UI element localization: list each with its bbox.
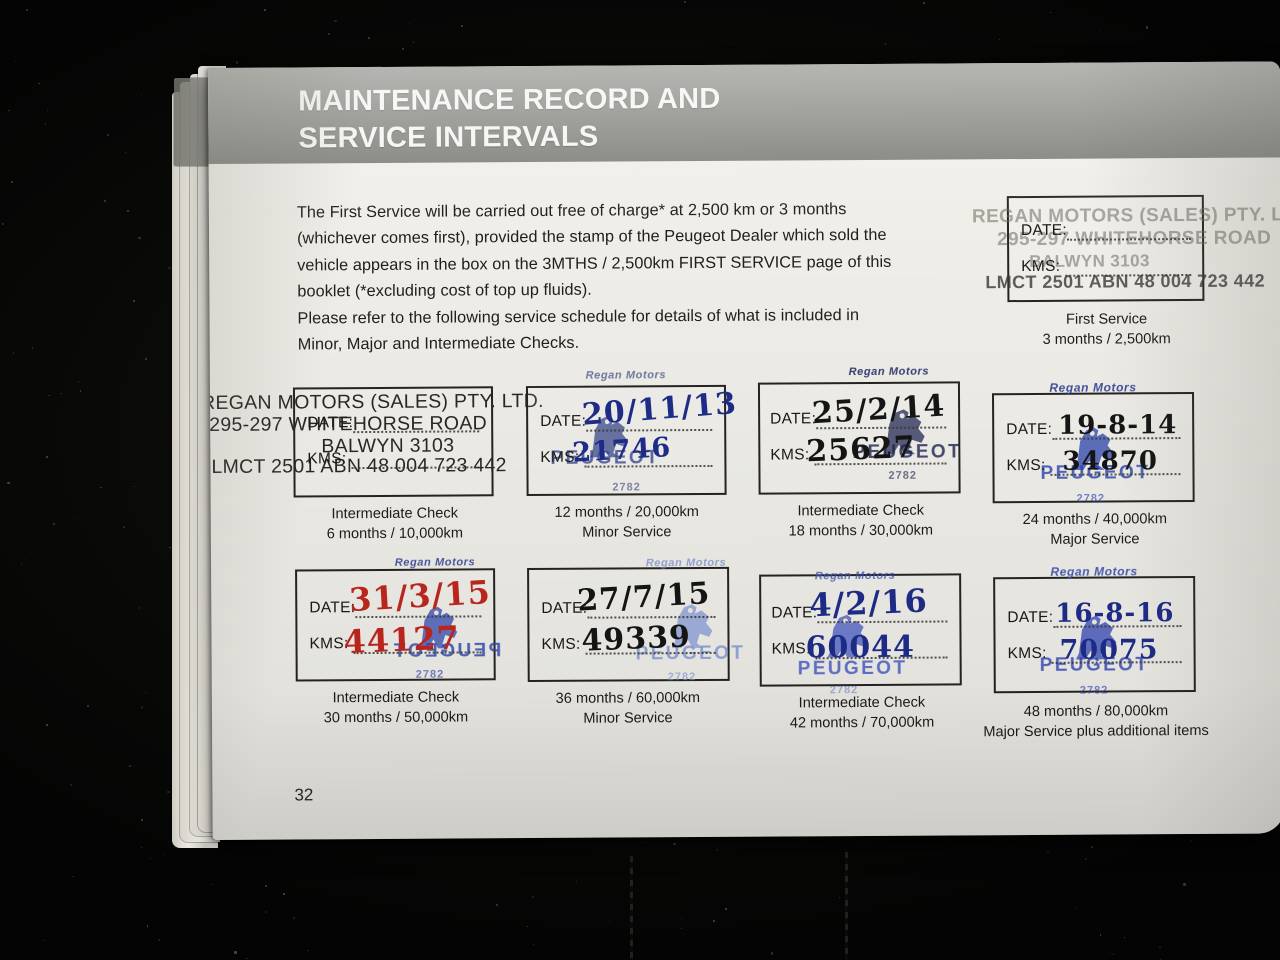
service-box-caption: 48 months / 80,000km Major Service plus … bbox=[983, 703, 1209, 740]
service-box-42m-70000[interactable]: Regan Motors PEUGEOT 2782 DATE: 4/2/16 K… bbox=[759, 570, 962, 696]
booklet-page: MAINTENANCE RECORD AND SERVICE INTERVALS… bbox=[208, 61, 1280, 840]
kms-label: KMS: bbox=[541, 635, 581, 653]
service-box-36m-60000[interactable]: Regan Motors PEUGEOT 2782 DATE: 27/7/15 … bbox=[527, 557, 745, 683]
stamp-brand-label: Regan Motors bbox=[585, 369, 667, 382]
kms-value: 70075 bbox=[1059, 634, 1159, 666]
intro-paragraph-2: Please refer to the following service sc… bbox=[297, 306, 860, 354]
page-header-banner: MAINTENANCE RECORD AND SERVICE INTERVALS bbox=[208, 61, 1280, 164]
service-box-caption: Intermediate Check 42 months / 70,000km bbox=[789, 694, 935, 732]
stamp-brand-label: Regan Motors bbox=[848, 365, 930, 379]
service-box-12m-20000[interactable]: Regan Motors PEUGEOT 2782 DATE: 20/11/13… bbox=[525, 369, 738, 497]
service-box-18m-30000[interactable]: Regan Motors PEUGEOT 2782 DATE: 25/2/14 … bbox=[757, 366, 962, 495]
date-label: DATE: bbox=[1007, 608, 1054, 627]
kms-value: 25627 bbox=[805, 429, 917, 470]
service-box-caption: 12 months / 20,000km Minor Service bbox=[554, 504, 699, 541]
date-label: DATE: bbox=[770, 410, 817, 428]
date-value: 4/2/16 bbox=[808, 581, 929, 625]
service-box-caption: 24 months / 40,000km Major Service bbox=[1022, 511, 1168, 548]
service-box-48m-80000[interactable]: Regan Motors PEUGEOT 2782 DATE: 16-8-16 … bbox=[993, 564, 1196, 697]
kms-label: KMS: bbox=[1021, 257, 1061, 276]
dealer-stamp-line1: REGAN MOTORS (SALES) PTY. LTD. bbox=[208, 389, 544, 415]
kms-label: KMS: bbox=[770, 446, 810, 464]
date-label: DATE: bbox=[307, 414, 354, 432]
kms-label: KMS: bbox=[307, 450, 347, 468]
kms-value: 49339 bbox=[580, 619, 692, 659]
service-box-caption: 36 months / 60,000km Minor Service bbox=[555, 690, 701, 727]
date-label: DATE: bbox=[540, 412, 587, 430]
service-box-caption: Intermediate Check 18 months / 30,000km bbox=[788, 502, 934, 540]
date-value: 19-8-14 bbox=[1058, 410, 1178, 441]
kms-label: KMS: bbox=[1006, 456, 1046, 475]
service-box-30m-50000[interactable]: Regan Motors PEUGEOT 2782 DATE: 31/3/15 … bbox=[295, 556, 501, 682]
kms-value: 44127 bbox=[342, 618, 461, 662]
first-service-caption: First Service 3 months / 2,500km bbox=[1042, 311, 1171, 348]
first-service-box[interactable]: REGAN MOTORS (SALES) PTY. LTD. 295-297 W… bbox=[972, 194, 1280, 303]
kms-value: 21746 bbox=[571, 432, 673, 469]
kms-label: KMS: bbox=[1007, 644, 1047, 663]
kms-value: 34870 bbox=[1062, 446, 1158, 477]
page-number: 32 bbox=[294, 785, 314, 805]
ghost-stamp-line1: REGAN MOTORS (SALES) PTY. LTD. bbox=[971, 204, 1280, 228]
intro-paragraph-1: The First Service will be carried out fr… bbox=[296, 200, 892, 301]
service-box-caption: Intermediate Check 6 months / 10,000km bbox=[326, 505, 464, 542]
stamp-brand-label: Regan Motors bbox=[394, 556, 476, 569]
kms-value: 60044 bbox=[805, 629, 916, 666]
service-box-24m-40000[interactable]: Regan Motors PEUGEOT 2782 DATE: 19-8-14 … bbox=[992, 380, 1195, 505]
date-label: DATE: bbox=[1020, 221, 1068, 240]
date-value: 16-8-16 bbox=[1055, 598, 1175, 629]
service-box-6m-10000[interactable]: REGAN MOTORS (SALES) PTY. LTD. 295-297 W… bbox=[208, 386, 544, 498]
date-label: DATE: bbox=[1006, 420, 1053, 439]
page-title: MAINTENANCE RECORD AND SERVICE INTERVALS bbox=[298, 82, 721, 155]
service-booklet: MAINTENANCE RECORD AND SERVICE INTERVALS… bbox=[168, 61, 1280, 850]
service-box-caption: Intermediate Check 30 months / 50,000km bbox=[323, 689, 469, 726]
